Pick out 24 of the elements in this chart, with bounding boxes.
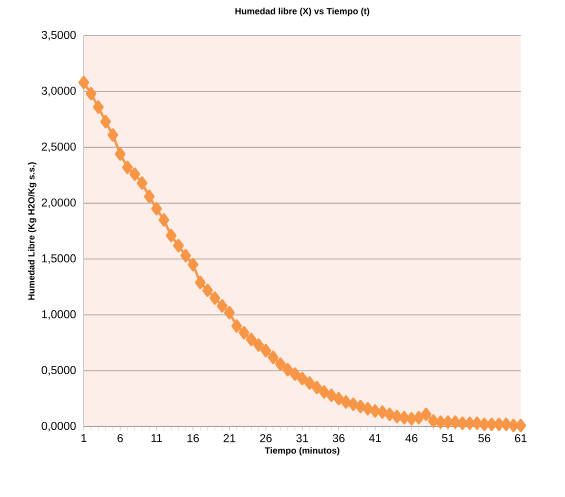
x-tick-label: 56 [478, 434, 490, 442]
x-tick-label: 51 [442, 434, 454, 442]
x-tick-label: 61 [514, 434, 527, 442]
y-tick-label: 2,5000 [42, 142, 76, 152]
x-tick-label: 6 [118, 434, 123, 442]
y-tick-label: 2,0000 [42, 198, 76, 208]
y-tick-label: 3,5000 [42, 30, 76, 40]
x-tick-label: 26 [260, 434, 272, 442]
x-tick-label: 36 [332, 434, 345, 442]
x-tick-label: 16 [188, 434, 199, 442]
x-tick-label: 1 [81, 434, 86, 442]
x-axis-title: Tiempo (minutos) [264, 447, 340, 456]
x-tick-label: 11 [152, 434, 162, 442]
y-tick-label: 0,0000 [42, 422, 76, 432]
x-tick-label: 31 [296, 434, 308, 442]
chart-title: Humedad libre (X) vs Tiempo (t) [235, 8, 370, 16]
x-tick-label: 41 [368, 434, 381, 442]
y-tick-label: 1,5000 [42, 254, 76, 264]
x-tick-label: 46 [405, 434, 418, 442]
y-tick-label: 0,5000 [42, 366, 76, 376]
y-axis-title: Humedad Libre (Kg H2O/Kg s.s.) [28, 162, 36, 300]
y-tick-label: 3,0000 [42, 86, 76, 96]
x-tick-label: 21 [224, 434, 236, 442]
y-tick-label: 1,0000 [42, 310, 76, 320]
